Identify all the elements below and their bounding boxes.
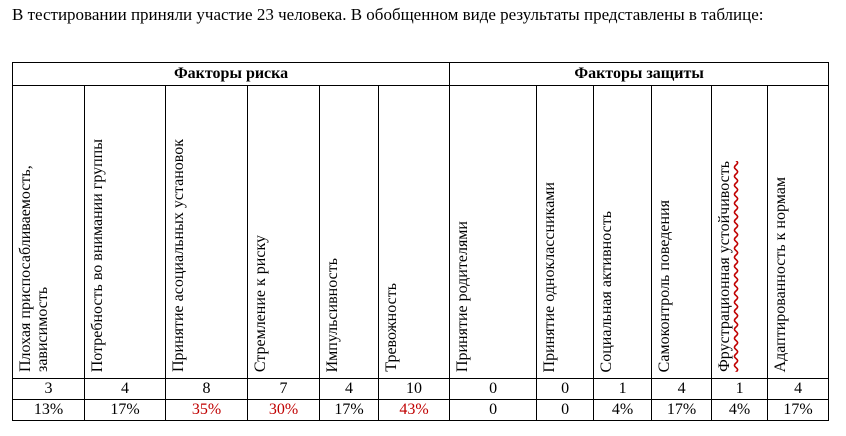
count-cell: 4 xyxy=(319,378,379,400)
factor-header-cell: Потребность во внимании группы xyxy=(84,85,166,379)
percent-cell: 17% xyxy=(651,399,713,421)
count-cell: 0 xyxy=(536,378,595,400)
factor-label: Социальная активность xyxy=(598,210,616,372)
factor-header-cell: Социальная активность xyxy=(593,85,653,379)
count-cell: 0 xyxy=(449,378,538,400)
percent-cell: 35% xyxy=(165,399,248,421)
count-cell: 1 xyxy=(711,378,769,400)
factor-label: Принятие родителями xyxy=(454,220,472,372)
factor-label: Импульсивность xyxy=(324,257,341,372)
factor-label: Стремление к риску xyxy=(252,234,269,372)
intro-paragraph: В тестировании приняли участие 23 челове… xyxy=(12,5,764,24)
count-cell: 4 xyxy=(84,378,166,400)
percent-cell: 43% xyxy=(377,399,451,421)
count-cell: 10 xyxy=(377,378,451,400)
percent-cell: 17% xyxy=(767,399,830,421)
factor-header-cell: Фрустрационная устойчивость xyxy=(711,85,769,379)
factor-label: Фрустрационная устойчивость xyxy=(716,161,734,372)
counts-row: 3 4 8 7 4 10 0 0 1 4 1 4 xyxy=(12,378,830,400)
group-header-row: Факторы риска Факторы защиты xyxy=(11,62,830,86)
count-cell: 4 xyxy=(651,378,713,400)
percent-cell: 30% xyxy=(247,399,320,421)
factor-header-cell: Плохая приспосабливаемость, зависимость xyxy=(12,85,85,379)
factor-label: Потребность во внимании группы xyxy=(89,138,106,372)
factor-label: Тревожность xyxy=(383,283,400,372)
count-cell: 3 xyxy=(12,378,85,400)
risk-factors-header: Факторы риска xyxy=(11,62,451,86)
factor-header-cell: Самоконтроль поведения xyxy=(651,85,713,379)
count-cell: 8 xyxy=(165,378,248,400)
percent-cell: 17% xyxy=(84,399,166,421)
percent-cell: 4% xyxy=(593,399,653,421)
factor-labels-row: Плохая приспосабливаемость, зависимость … xyxy=(12,85,830,379)
factor-header-cell: Принятие одноклассниками xyxy=(536,85,595,379)
factor-label: Принятие асоциальных установок xyxy=(170,138,187,372)
count-cell: 7 xyxy=(247,378,320,400)
percent-cell: 0 xyxy=(536,399,595,421)
protection-factors-header: Факторы защиты xyxy=(449,62,830,86)
factor-header-cell: Тревожность xyxy=(377,85,451,379)
percent-cell: 0 xyxy=(449,399,538,421)
count-cell: 1 xyxy=(593,378,653,400)
factor-header-cell: Принятие родителями xyxy=(449,85,538,379)
factor-header-cell: Импульсивность xyxy=(319,85,379,379)
percent-cell: 13% xyxy=(12,399,85,421)
factor-label: Принятие одноклассниками xyxy=(541,181,559,372)
percent-cell: 17% xyxy=(319,399,379,421)
factor-header-cell: Стремление к риску xyxy=(247,85,320,379)
percent-row: 13% 17% 35% 30% 17% 43% 0 0 4% 17% 4% 17… xyxy=(12,399,830,421)
factor-label: Адаптированность к нормам xyxy=(772,176,790,372)
count-cell: 4 xyxy=(767,378,830,400)
factor-label: Плохая приспосабливаемость, зависимость xyxy=(17,165,51,372)
factor-header-cell: Принятие асоциальных установок xyxy=(165,85,248,379)
percent-cell: 4% xyxy=(711,399,769,421)
results-table: Факторы риска Факторы защиты Плохая прис… xyxy=(11,62,830,421)
factor-header-cell: Адаптированность к нормам xyxy=(767,85,830,379)
factor-label: Самоконтроль поведения xyxy=(656,199,674,372)
